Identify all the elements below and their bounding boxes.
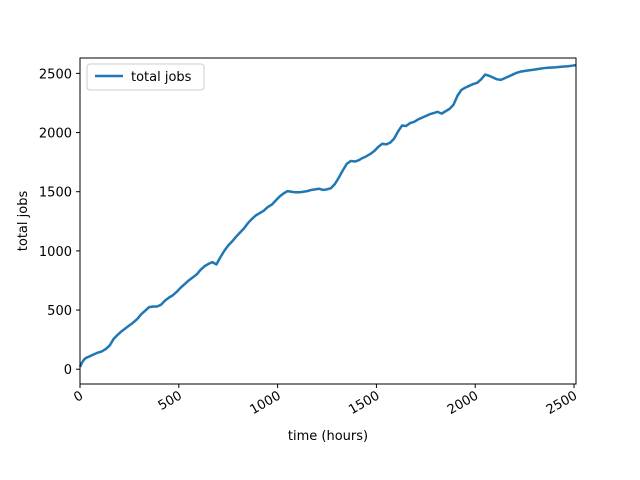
y-tick-label: 2000: [39, 127, 72, 142]
y-axis-ticks: 0 500 1000 1500 2000 2500: [39, 67, 80, 378]
y-axis-label: total jobs: [16, 191, 31, 252]
axes-frame: [79, 57, 577, 385]
y-tick-label: 1500: [39, 186, 72, 201]
legend-label-total-jobs: total jobs: [131, 70, 192, 85]
plot-area: [78, 63, 577, 368]
x-axis-label: time (hours): [288, 429, 368, 444]
series-line-total-jobs: [78, 63, 577, 368]
y-tick-label: 2500: [39, 67, 72, 82]
y-tick-label: 500: [47, 304, 72, 319]
y-tick-label: 0: [64, 363, 72, 378]
legend: total jobs: [86, 63, 205, 91]
legend-box: [86, 63, 205, 91]
y-tick-label: 1000: [39, 245, 72, 260]
